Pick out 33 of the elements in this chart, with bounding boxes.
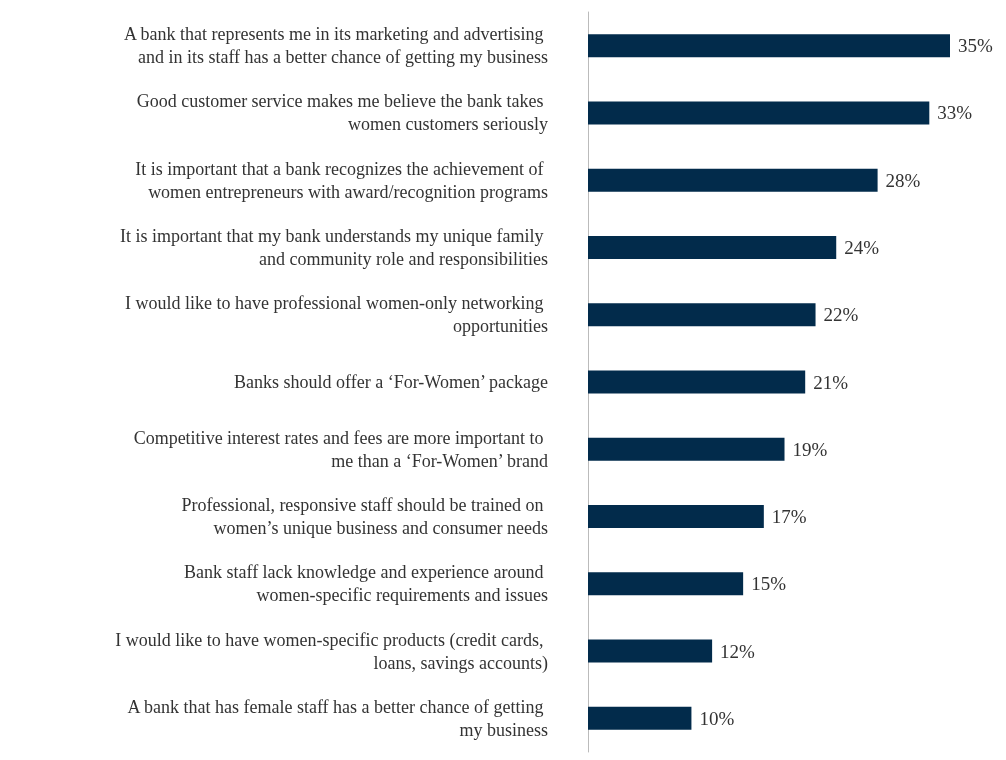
bar: [588, 370, 806, 394]
y-tick-label: A bank that represents me in its marketing and advertising and in its staff has a better chance of getting my business: [124, 24, 548, 68]
y-tick-label: Good customer service makes me believe the bank takes women customers seriously: [136, 91, 548, 135]
y-tick-label: It is important that my bank understands my unique family and community role and responsibilities: [120, 225, 548, 269]
data-label: 19%: [792, 438, 828, 460]
bar: [588, 639, 713, 663]
bar: [588, 572, 744, 596]
bar: [588, 706, 692, 730]
bar: [588, 168, 878, 192]
bar: [588, 437, 785, 461]
bar: [588, 303, 816, 327]
bar: [588, 505, 764, 529]
y-tick-label: A bank that has female staff has a better chance of getting my business: [127, 696, 548, 740]
y-tick-label: Professional, responsive staff should be trained on women’s unique business and consumer needs: [181, 495, 548, 539]
y-tick-label: It is important that a bank recognizes the achievement of women entrepreneurs with award/recognition programs: [135, 158, 548, 202]
data-label: 22%: [823, 304, 859, 326]
y-tick-label: Bank staff lack knowledge and experience around women-specific requirements and issues: [183, 562, 548, 606]
data-label: 28%: [885, 169, 921, 191]
data-label: 17%: [771, 506, 807, 528]
bar: [588, 34, 950, 58]
y-tick-label: Competitive interest rates and fees are more important to me than a ‘For-Women’ brand: [133, 427, 548, 471]
y-tick-label: Banks should offer a ‘For-Women’ package: [234, 372, 548, 392]
y-tick-label: I would like to have women-specific products (credit cards, loans, savings accounts): [115, 629, 548, 674]
data-label: 35%: [958, 35, 993, 57]
data-label: 15%: [751, 573, 787, 595]
bar: [588, 235, 837, 259]
bar: [588, 101, 930, 125]
data-label: 24%: [844, 236, 880, 258]
data-label: 21%: [813, 371, 849, 393]
data-label: 33%: [937, 102, 973, 124]
data-label: 12%: [720, 640, 756, 662]
y-tick-label: I would like to have professional women-only networking opportunities: [125, 293, 548, 337]
data-label: 10%: [699, 707, 735, 729]
